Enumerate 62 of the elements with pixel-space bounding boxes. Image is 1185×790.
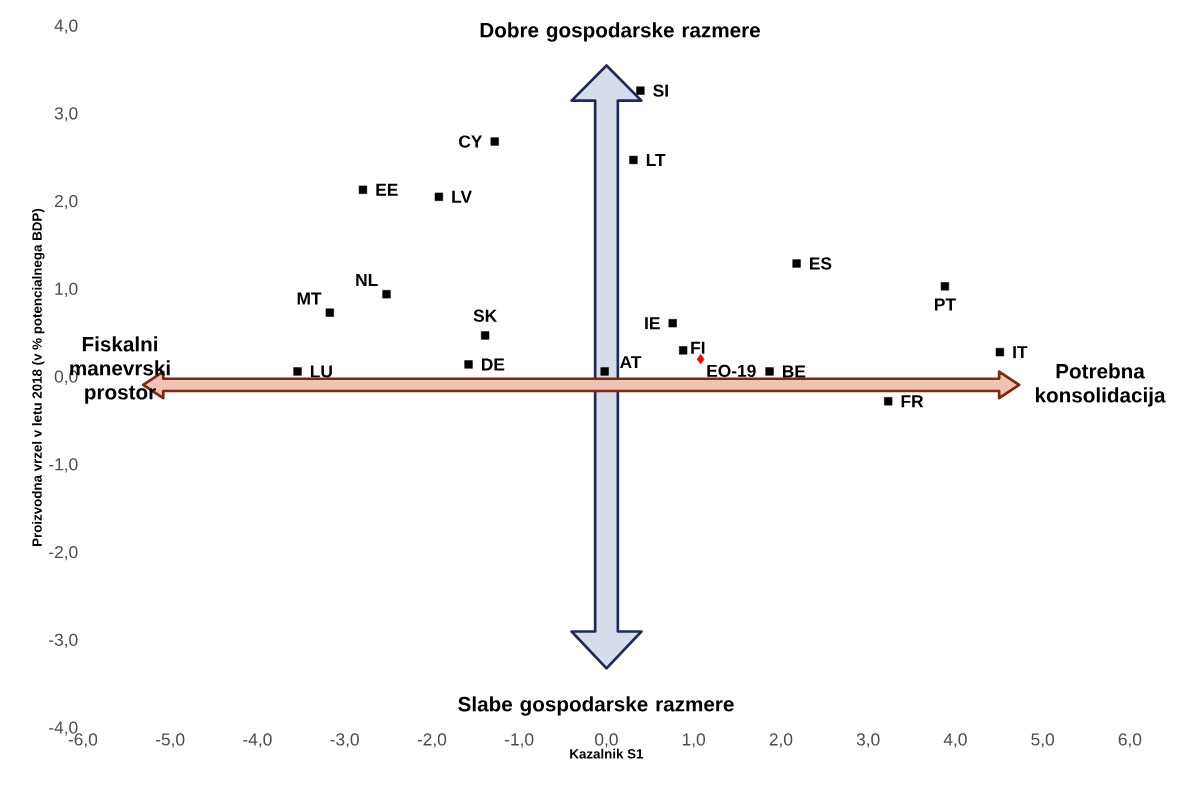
series-label: AT xyxy=(620,356,642,369)
point xyxy=(765,367,774,376)
x-tick-label: 5,0 xyxy=(1031,733,1055,748)
x-tick-label: 0,0 xyxy=(595,733,618,748)
series-label: IE xyxy=(645,317,660,330)
x-axis-title: Kazalnik S1 xyxy=(570,748,644,759)
y-tick-label: 1,0 xyxy=(55,282,78,297)
point xyxy=(600,367,609,376)
point xyxy=(792,259,801,268)
series-label: BE xyxy=(782,365,806,378)
series-label: LV xyxy=(452,190,472,203)
series-label: SI xyxy=(653,84,668,97)
point xyxy=(696,354,705,365)
y-tick-label: -2,0 xyxy=(49,545,78,561)
x-tick-label: -2,0 xyxy=(417,733,447,748)
series-label: FR xyxy=(901,395,924,408)
point xyxy=(636,86,645,95)
point xyxy=(679,346,688,355)
point xyxy=(434,192,444,201)
x-tick-label: 3,0 xyxy=(856,733,880,748)
annotation: Potrebna konsolidacija xyxy=(1035,363,1166,407)
series-label: LT xyxy=(646,154,666,166)
series-label: EO-19 xyxy=(707,364,756,378)
series-label: MT xyxy=(297,292,322,305)
y-tick-label: 2,0 xyxy=(54,194,78,210)
point xyxy=(940,282,950,291)
series-label: DE xyxy=(481,358,505,371)
series-label: CY xyxy=(459,135,483,148)
y-tick-label: 4,0 xyxy=(54,19,78,34)
annotation: Dobre gospodarske razmere xyxy=(480,22,760,42)
point xyxy=(480,331,490,340)
series-label: IT xyxy=(1013,346,1028,359)
x-tick-label: -5,0 xyxy=(155,733,185,748)
point xyxy=(668,319,677,328)
point xyxy=(884,397,893,406)
point xyxy=(464,360,473,369)
point xyxy=(995,348,1005,357)
series-label: FI xyxy=(691,341,705,354)
y-axis-title: Proizvodna vrzel v letu 2018 (v % potencialnega BDP) xyxy=(32,208,45,546)
point xyxy=(382,290,391,299)
series-label: EE xyxy=(376,183,398,196)
series-label: PT xyxy=(935,298,956,311)
y-tick-label: -3,0 xyxy=(49,633,78,648)
point xyxy=(490,137,499,146)
x-tick-label: 1,0 xyxy=(682,733,706,748)
x-tick-label: -3,0 xyxy=(330,733,359,748)
x-tick-label: -4,0 xyxy=(243,733,272,748)
point xyxy=(293,367,302,376)
series-label: LU xyxy=(310,365,332,378)
point xyxy=(325,308,334,317)
series-label: NL xyxy=(356,274,378,286)
point xyxy=(358,185,368,194)
y-tick-label: 3,0 xyxy=(54,107,78,122)
y-tick-label: -1,0 xyxy=(49,458,78,473)
annotation: Slabe gospodarske razmere xyxy=(458,696,734,716)
point xyxy=(629,155,638,165)
series-label: ES xyxy=(810,257,832,270)
x-tick-label: 4,0 xyxy=(943,733,967,748)
x-tick-label: 6,0 xyxy=(1118,733,1142,748)
x-tick-label: -1,0 xyxy=(504,733,534,748)
series-label: SK xyxy=(473,309,497,322)
x-tick-label: 2,0 xyxy=(769,733,793,748)
